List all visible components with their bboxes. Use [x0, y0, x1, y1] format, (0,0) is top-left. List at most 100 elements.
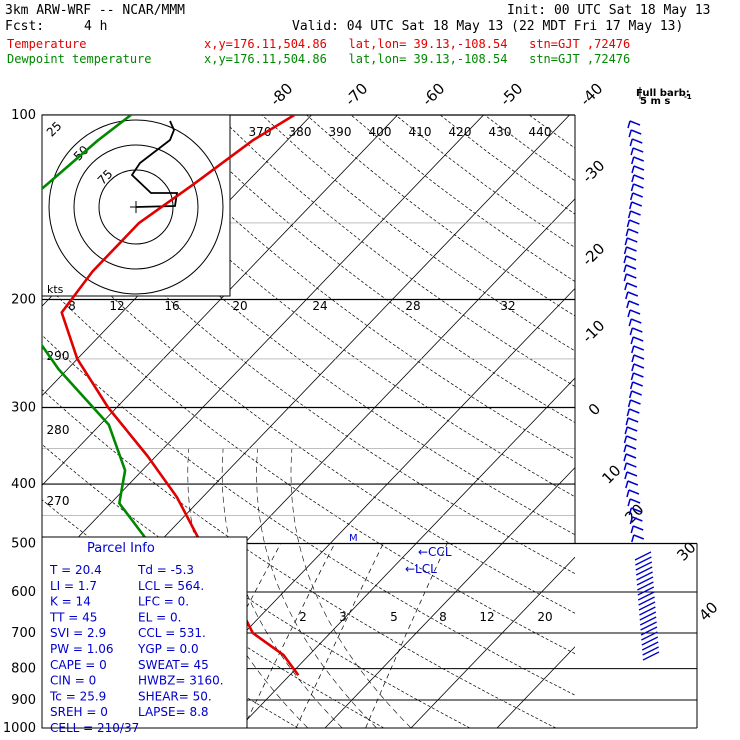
wind-barb-flag [631, 174, 635, 183]
mixing-ratio-label: 8 [439, 610, 447, 624]
parcel-info-left: LI = 1.7 [50, 579, 97, 593]
wind-barb [633, 165, 645, 171]
wind-barb-flag [626, 219, 631, 228]
wind-barb [633, 345, 645, 351]
wind-barb-flag [628, 318, 632, 327]
wind-barb-flag [626, 300, 630, 309]
wind-barb [637, 591, 655, 601]
isotherm-line [152, 287, 575, 728]
pressure-label: 600 [11, 585, 36, 600]
parcel-info-left: SVI = 2.9 [50, 626, 106, 640]
wind-barb [642, 646, 659, 656]
parcel-info-left: CIN = 0 [50, 674, 96, 688]
wind-barb-flag [624, 471, 628, 480]
mixing-ratio-line [295, 543, 384, 728]
wind-barb-flag [628, 390, 633, 399]
lcl-marker: ←CCL [418, 545, 452, 559]
theta-label: 390 [329, 125, 352, 139]
wind-barb-flag [631, 165, 635, 174]
wind-barb-flag [630, 183, 635, 192]
theta-label: 400 [369, 125, 392, 139]
speed-tick-label: 12 [109, 299, 124, 313]
barb-legend-unit: -1 [684, 93, 692, 101]
wind-barb-flag [629, 381, 634, 390]
pressure-label: 500 [11, 536, 36, 551]
wind-barb [642, 651, 660, 661]
pressure-label: 1000 [3, 721, 36, 736]
pressure-label: 100 [11, 108, 36, 123]
dewpoint-legend: Dewpoint temperature [7, 52, 152, 66]
wind-barb [633, 534, 645, 540]
wind-barb-flag [625, 417, 629, 426]
dry-adiabat-line [42, 499, 385, 728]
wind-barb [635, 556, 652, 566]
wind-barb [635, 561, 653, 571]
parcel-info-right: EL = 0. [138, 610, 181, 624]
speed-tick-label: 24 [312, 299, 327, 313]
wind-barb-flag [627, 210, 632, 219]
model-title: 3km ARW-WRF -- NCAR/MMM [5, 3, 186, 18]
wind-barb [633, 372, 644, 378]
dry-adiabat-line [439, 115, 575, 215]
wind-barb-flag [627, 309, 631, 318]
pressure-label: 900 [11, 693, 36, 708]
dry-adiabat-line [350, 115, 575, 282]
wind-barb-flag [625, 228, 629, 237]
wind-barb-flag [630, 525, 634, 534]
wind-barb [638, 596, 655, 606]
wind-barb [626, 246, 637, 252]
lcl-marker: ←LCL [405, 562, 437, 576]
wind-barb-flag [629, 516, 634, 525]
wind-barb [632, 336, 644, 342]
wind-barb [641, 641, 659, 651]
wind-barb [631, 390, 642, 396]
wind-barb [630, 318, 642, 324]
wind-barb [625, 255, 637, 261]
dry-adiabat-line [261, 115, 575, 352]
wind-barb [639, 616, 657, 626]
dewpoint-location: x,y=176.11,504.86 lat,lon= 39.13,-108.54… [204, 52, 631, 66]
parcel-info-left: Tc = 25.9 [49, 689, 106, 703]
wind-barb-flag [627, 120, 631, 129]
dry-adiabat-line [306, 115, 575, 317]
parcel-info-box [41, 536, 248, 729]
wind-barb-flag [630, 336, 634, 345]
pressure-label: 300 [11, 400, 36, 415]
parcel-info-left: PW = 1.06 [50, 642, 114, 656]
isotherm-label: 30 [673, 538, 699, 564]
wind-barb [633, 183, 644, 189]
wind-barb-flag [628, 201, 633, 210]
parcel-info-right: LAPSE= 8.8 [138, 705, 209, 719]
parcel-info-right: SHEAR= 50. [138, 689, 212, 703]
wind-barb-flag [631, 354, 635, 363]
wind-barb [628, 300, 640, 306]
wind-barb [632, 381, 643, 387]
dry-adiabat-line [484, 115, 575, 182]
isotherm-label: -50 [496, 79, 526, 109]
wind-barb-flag [629, 327, 634, 336]
parcel-marker: M [349, 533, 358, 544]
hodograph-ring [73, 144, 199, 270]
speed-tick-label: 32 [500, 299, 515, 313]
wind-barb-flag [624, 237, 628, 246]
wind-barb-flag [625, 291, 629, 300]
mixing-ratio-label: 20 [537, 610, 552, 624]
wind-barb [630, 399, 641, 405]
wind-barb [636, 571, 653, 581]
wind-barb [628, 489, 640, 495]
wind-barb [627, 228, 639, 234]
isotherm-line [42, 115, 484, 576]
isotherm-label: -40 [576, 79, 606, 109]
isotherm-label: 20 [621, 500, 647, 526]
wind-barb [631, 201, 642, 207]
wind-barb [629, 408, 640, 414]
mixing-ratio-label: 2 [299, 610, 307, 624]
theta-label: 440 [529, 125, 552, 139]
temperature-location: x,y=176.11,504.86 lat,lon= 39.13,-108.54… [204, 37, 631, 51]
theta-label: 420 [449, 125, 472, 139]
moist-adiabat-line [290, 448, 412, 728]
wind-barb [632, 525, 644, 531]
theta-label: 410 [409, 125, 432, 139]
wind-barb [626, 237, 638, 243]
